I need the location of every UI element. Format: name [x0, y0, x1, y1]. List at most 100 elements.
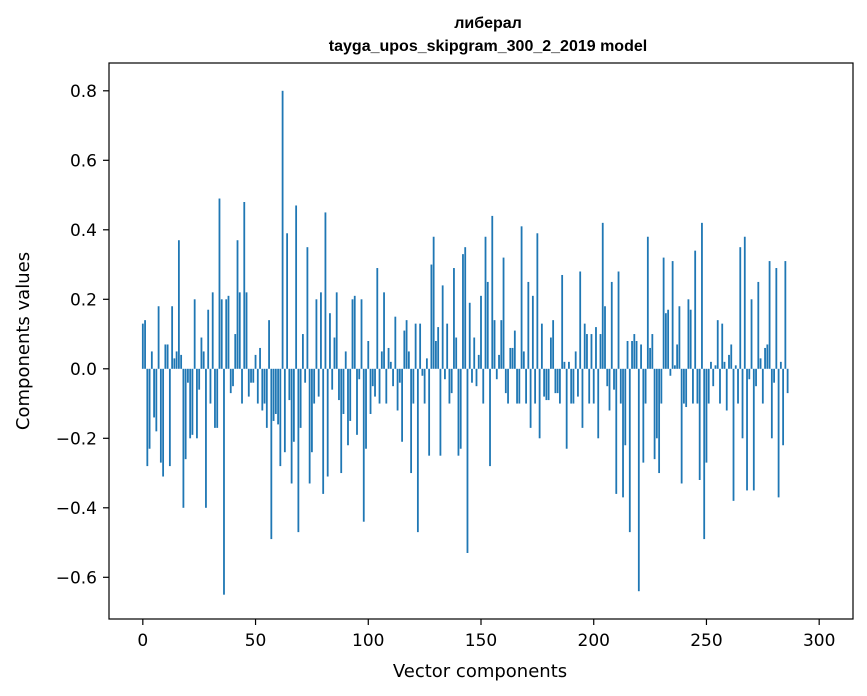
bar-128 — [430, 264, 433, 369]
bar-22 — [191, 368, 194, 435]
bar-41 — [234, 334, 237, 369]
bar-140 — [457, 368, 460, 456]
bar-19 — [184, 368, 187, 460]
bar-151 — [482, 368, 485, 404]
bar-44 — [241, 368, 243, 404]
y-tick-label: 0.0 — [70, 360, 97, 380]
bar-280 — [773, 368, 775, 383]
bar-178 — [543, 368, 546, 397]
bar-255 — [716, 320, 719, 369]
bar-77 — [315, 299, 318, 369]
bar-246 — [696, 368, 699, 404]
bar-142 — [462, 254, 464, 369]
bar-256 — [719, 368, 721, 404]
bar-107 — [383, 292, 385, 369]
bar-238 — [678, 306, 681, 369]
bar-52 — [259, 347, 261, 369]
bar-219 — [635, 341, 638, 369]
bar-245 — [694, 250, 697, 369]
bar-249 — [703, 368, 706, 540]
bar-65 — [288, 368, 291, 401]
bar-155 — [491, 215, 494, 369]
bar-23 — [193, 299, 196, 369]
bar-279 — [770, 368, 773, 439]
bar-106 — [380, 351, 383, 369]
bar-15 — [175, 351, 178, 369]
bar-186 — [561, 274, 564, 369]
bar-203 — [599, 334, 602, 369]
bar-110 — [389, 361, 392, 369]
y-tick-label: 0.2 — [70, 290, 97, 310]
bar-275 — [761, 368, 764, 404]
chart-title: либерал — [454, 15, 522, 32]
bar-162 — [507, 368, 509, 404]
bar-91 — [347, 368, 349, 446]
bar-241 — [685, 368, 688, 408]
bar-55 — [265, 368, 268, 428]
bar-196 — [583, 323, 586, 369]
bar-96 — [358, 368, 361, 380]
bar-122 — [416, 368, 419, 533]
bar-191 — [572, 368, 575, 404]
y-tick-label: −0.2 — [56, 429, 97, 449]
y-tick-label: 0.6 — [70, 151, 97, 171]
bar-174 — [534, 368, 537, 404]
bar-184 — [556, 368, 559, 394]
bar-119 — [410, 368, 413, 474]
bar-118 — [407, 351, 410, 369]
bar-73 — [306, 247, 309, 369]
bar-61 — [279, 368, 282, 467]
bar-205 — [604, 306, 606, 369]
bar-259 — [725, 368, 728, 411]
bar-183 — [554, 368, 557, 394]
bar-126 — [425, 358, 428, 369]
bar-171 — [527, 281, 530, 369]
bar-197 — [586, 334, 588, 369]
bar-210 — [615, 368, 618, 494]
bar-198 — [588, 368, 591, 404]
bar-181 — [549, 337, 552, 369]
x-tick-label: 100 — [352, 631, 384, 651]
bar-257 — [721, 323, 724, 369]
bar-214 — [624, 368, 627, 446]
bar-202 — [597, 368, 600, 439]
bar-248 — [701, 222, 703, 369]
bar-229 — [658, 368, 661, 474]
bar-153 — [486, 281, 489, 369]
x-tick-label: 300 — [803, 631, 835, 651]
bar-157 — [495, 368, 498, 380]
bar-175 — [536, 233, 539, 369]
bar-64 — [286, 233, 289, 369]
bar-273 — [757, 281, 760, 369]
bar-13 — [171, 306, 174, 369]
bar-143 — [464, 247, 467, 369]
bar-33 — [216, 368, 219, 428]
bar-62 — [281, 90, 284, 369]
bar-211 — [617, 271, 620, 369]
bar-100 — [367, 341, 370, 369]
bar-6 — [155, 368, 158, 432]
bar-239 — [680, 368, 683, 484]
bar-159 — [500, 320, 503, 369]
bar-185 — [559, 368, 561, 404]
y-tick-label: −0.6 — [56, 568, 97, 588]
bar-163 — [509, 347, 512, 369]
bar-90 — [344, 351, 347, 369]
bar-111 — [392, 368, 394, 387]
bar-180 — [547, 368, 550, 401]
bar-31 — [211, 292, 214, 369]
bar-26 — [200, 337, 203, 369]
bar-50 — [254, 354, 257, 369]
bar-123 — [419, 323, 422, 369]
bar-102 — [371, 368, 374, 387]
bar-152 — [484, 236, 487, 369]
bar-169 — [522, 351, 525, 369]
bar-165 — [513, 330, 516, 369]
bar-167 — [518, 368, 521, 404]
x-tick-label: 250 — [690, 631, 722, 651]
bar-75 — [311, 368, 313, 453]
bar-190 — [570, 368, 573, 404]
bar-182 — [552, 320, 555, 369]
bar-230 — [660, 368, 663, 404]
bar-4 — [150, 351, 153, 369]
